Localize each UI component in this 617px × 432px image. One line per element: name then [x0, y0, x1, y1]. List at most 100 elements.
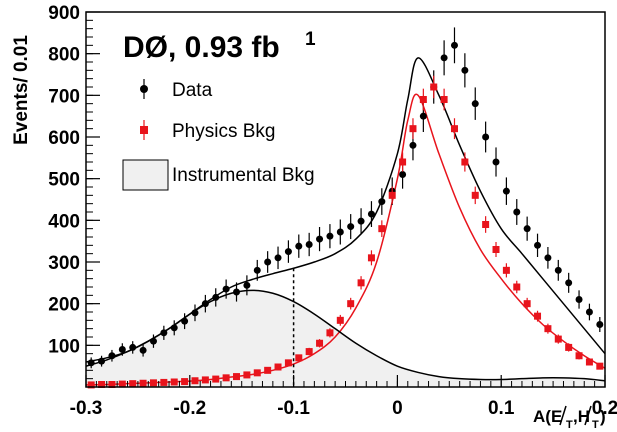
x-axis-title-sub2: T [592, 419, 599, 431]
physics-bkg-point [212, 375, 220, 383]
physics-bkg-point [450, 125, 458, 133]
physics-bkg-point [357, 279, 365, 287]
data-point [367, 210, 375, 218]
data-point [409, 141, 417, 149]
y-axis-title: Events/ 0.01 [11, 35, 32, 145]
physics-bkg-point [87, 381, 95, 389]
data-points-group [87, 27, 604, 389]
physics-bkg-point [544, 325, 552, 333]
x-axis-title-main: A(E [533, 407, 562, 426]
physics-bkg-point [222, 374, 230, 382]
data-point [305, 241, 313, 248]
data-point [295, 242, 303, 250]
data-point [118, 346, 126, 353]
physics-bkg-point [565, 343, 573, 351]
data-point [170, 324, 178, 332]
y-tick-label: 500 [48, 170, 80, 191]
instrumental-bkg-fill-group [86, 290, 605, 387]
data-point [139, 346, 147, 354]
x-axis-title: A(E T ,H T ) [533, 405, 606, 431]
data-point [596, 321, 604, 328]
physics-bkg-point [108, 381, 116, 388]
data-point [336, 228, 344, 236]
physics-bkg-point [482, 221, 490, 228]
y-tick-label: 400 [48, 211, 80, 232]
data-point [264, 258, 272, 266]
chart-title: DØ, 0.93 fb [123, 31, 280, 64]
physics-bkg-point [585, 358, 593, 366]
instrumental-bkg-fill [86, 290, 605, 387]
data-point [201, 300, 209, 308]
physics-bkg-point [419, 96, 427, 103]
data-point [461, 66, 469, 74]
x-axis-title-end: ) [600, 407, 606, 426]
y-tick-label: 200 [48, 295, 80, 316]
physics-bkg-point [492, 246, 500, 253]
data-point [471, 100, 479, 108]
data-point [243, 281, 251, 289]
physics-bkg-point [305, 348, 313, 356]
physics-bkg-point [139, 379, 147, 387]
data-point [440, 54, 448, 62]
data-point [212, 293, 220, 301]
data-point [534, 241, 542, 249]
physics-bkg-point [513, 283, 521, 291]
x-axis-title-slash-2 [584, 405, 592, 426]
physics-bkg-point [326, 329, 334, 337]
physics-bkg-point [149, 379, 157, 387]
physics-bkg-point [129, 380, 137, 388]
physics-bkg-point [284, 359, 292, 367]
data-point [316, 235, 324, 243]
physics-bkg-point [160, 378, 168, 386]
physics-bkg-point [274, 363, 282, 371]
data-point [149, 337, 157, 345]
data-point [585, 308, 593, 316]
y-tick-label: 800 [48, 45, 80, 66]
x-tick-label: 0.2 [592, 398, 617, 419]
x-tick-label: 0 [392, 398, 403, 419]
physics-bkg-point [440, 96, 448, 103]
physics-bkg-point [461, 158, 469, 166]
data-point [544, 254, 552, 262]
y-tick-label: 300 [48, 253, 80, 274]
legend-physics-label: Physics Bkg [172, 121, 275, 142]
legend-instrumental-label: Instrumental Bkg [172, 165, 315, 186]
data-point [523, 225, 531, 233]
data-point [233, 288, 241, 296]
y-tick-label: 100 [48, 336, 80, 357]
data-point [253, 266, 261, 274]
x-tick-label: -0.3 [70, 398, 103, 419]
physics-bkg-point [575, 352, 583, 360]
data-point [326, 232, 334, 240]
data-point [222, 285, 230, 293]
physics-bkg-point [201, 376, 209, 384]
x-axis-title-slash-1 [559, 405, 567, 426]
axes-group: -0.3 -0.2 -0.1 0 0.1 0.2 100 200 300 400 500 600 700… [48, 3, 617, 419]
physics-bkg-point [534, 312, 542, 320]
data-point [284, 248, 292, 256]
data-point [399, 171, 407, 178]
physics-bkg-point [98, 381, 106, 388]
legend-instrumental-swatch [122, 159, 169, 191]
data-point [181, 317, 189, 325]
data-point [502, 187, 510, 195]
legend: Data Physics Bkg Instrumental Bkg [122, 79, 315, 191]
legend-data-marker [140, 85, 148, 93]
data-point [274, 254, 282, 262]
physics-bkg-point [596, 362, 604, 370]
data-point [492, 158, 500, 166]
physics-bkg-point [347, 300, 355, 308]
data-point [160, 329, 168, 337]
physics-bkg-point [471, 191, 479, 199]
physics-bkg-point [233, 373, 241, 381]
data-point [554, 266, 562, 274]
x-tick-label: -0.2 [173, 398, 206, 419]
legend-physics-marker [140, 126, 148, 134]
y-tick-label: 700 [48, 86, 80, 107]
physics-bkg-point [523, 300, 531, 308]
physics-bkg-point [378, 225, 386, 233]
physics-bkg-point [170, 378, 178, 386]
x-tick-label: -0.1 [277, 398, 310, 419]
physics-bkg-point [367, 254, 375, 262]
